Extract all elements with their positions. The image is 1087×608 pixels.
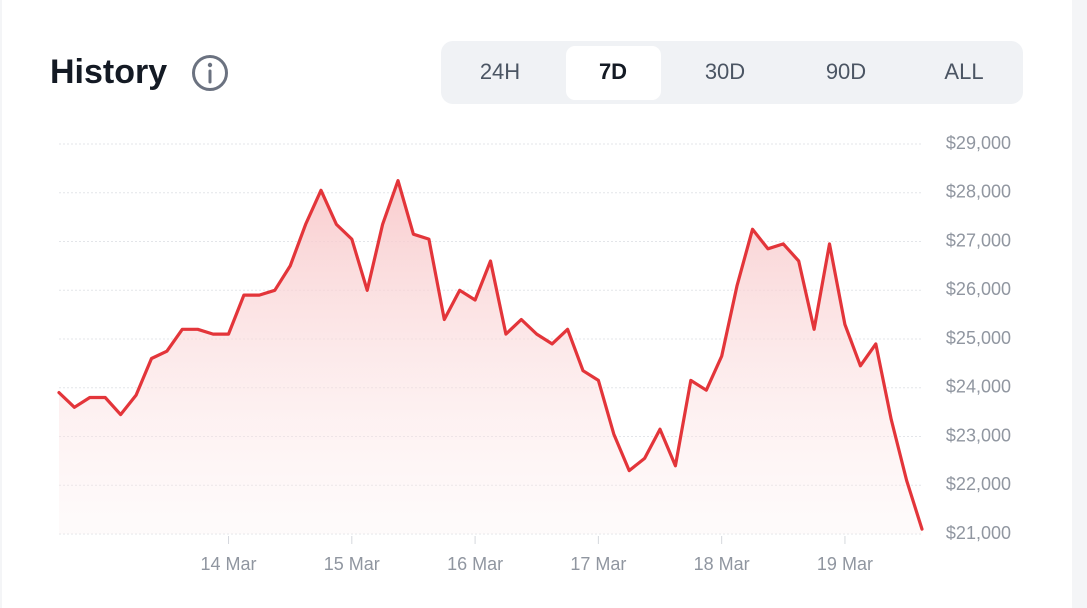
y-tick-label: $24,000 <box>946 377 1011 397</box>
x-tick-label: 16 Mar <box>447 554 503 574</box>
tab-selected-background[interactable] <box>566 46 661 100</box>
y-tick-label: $29,000 <box>946 133 1011 153</box>
price-line <box>57 179 924 531</box>
y-tick-label: $27,000 <box>946 230 1011 250</box>
tab-label[interactable]: ALL <box>944 59 983 84</box>
tab-label[interactable]: 24H <box>480 59 520 84</box>
x-tick-label: 19 Mar <box>817 554 873 574</box>
y-tick-label: $28,000 <box>946 182 1011 202</box>
title: History <box>50 53 167 91</box>
x-tick-label: 18 Mar <box>694 554 750 574</box>
y-tick-label: $25,000 <box>946 328 1011 348</box>
y-tick-label: $26,000 <box>946 279 1011 299</box>
y-tick-label: $23,000 <box>946 425 1011 445</box>
area-fill <box>59 180 922 534</box>
x-tick-label: 14 Mar <box>201 554 257 574</box>
tab-label[interactable]: 30D <box>705 59 745 84</box>
tab-label[interactable]: 90D <box>826 59 866 84</box>
x-tick-label: 17 Mar <box>570 554 626 574</box>
tab-label[interactable]: 7D <box>599 59 627 84</box>
info-icon[interactable] <box>192 55 228 91</box>
y-tick-label: $22,000 <box>946 474 1011 494</box>
y-tick-label: $21,000 <box>946 523 1011 543</box>
x-tick-label: 15 Mar <box>324 554 380 574</box>
